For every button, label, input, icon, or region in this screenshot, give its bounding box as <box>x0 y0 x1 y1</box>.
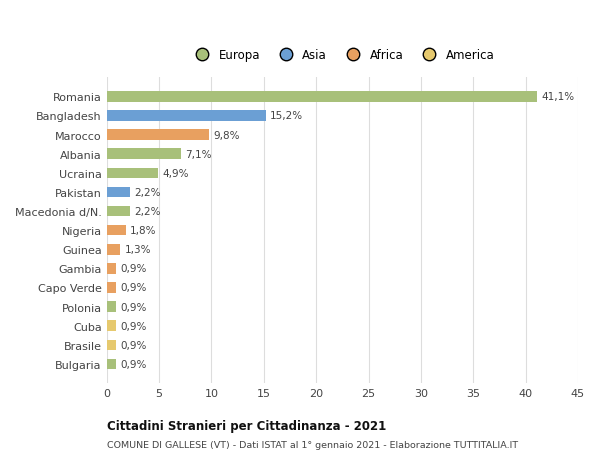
Bar <box>107 149 181 160</box>
Text: 41,1%: 41,1% <box>541 92 574 102</box>
Bar <box>107 225 125 236</box>
Bar <box>107 263 116 274</box>
Text: 0,9%: 0,9% <box>121 302 147 312</box>
Legend: Europa, Asia, Africa, America: Europa, Asia, Africa, America <box>185 44 499 67</box>
Bar <box>107 302 116 312</box>
Text: 2,2%: 2,2% <box>134 207 160 217</box>
Text: 4,9%: 4,9% <box>162 168 189 179</box>
Text: 7,1%: 7,1% <box>185 149 212 159</box>
Bar <box>107 92 537 102</box>
Bar <box>107 321 116 331</box>
Bar <box>107 340 116 350</box>
Text: 1,8%: 1,8% <box>130 226 156 235</box>
Bar <box>107 245 121 255</box>
Text: 2,2%: 2,2% <box>134 187 160 197</box>
Bar <box>107 187 130 198</box>
Text: 0,9%: 0,9% <box>121 264 147 274</box>
Bar <box>107 111 266 122</box>
Text: 1,3%: 1,3% <box>125 245 151 255</box>
Text: 0,9%: 0,9% <box>121 340 147 350</box>
Text: 15,2%: 15,2% <box>270 111 303 121</box>
Text: 0,9%: 0,9% <box>121 283 147 293</box>
Text: 0,9%: 0,9% <box>121 359 147 369</box>
Bar <box>107 283 116 293</box>
Text: 0,9%: 0,9% <box>121 321 147 331</box>
Text: Cittadini Stranieri per Cittadinanza - 2021: Cittadini Stranieri per Cittadinanza - 2… <box>107 419 386 432</box>
Text: COMUNE DI GALLESE (VT) - Dati ISTAT al 1° gennaio 2021 - Elaborazione TUTTITALIA: COMUNE DI GALLESE (VT) - Dati ISTAT al 1… <box>107 441 518 449</box>
Bar <box>107 206 130 217</box>
Text: 9,8%: 9,8% <box>214 130 240 140</box>
Bar <box>107 130 209 140</box>
Bar <box>107 359 116 369</box>
Bar <box>107 168 158 179</box>
